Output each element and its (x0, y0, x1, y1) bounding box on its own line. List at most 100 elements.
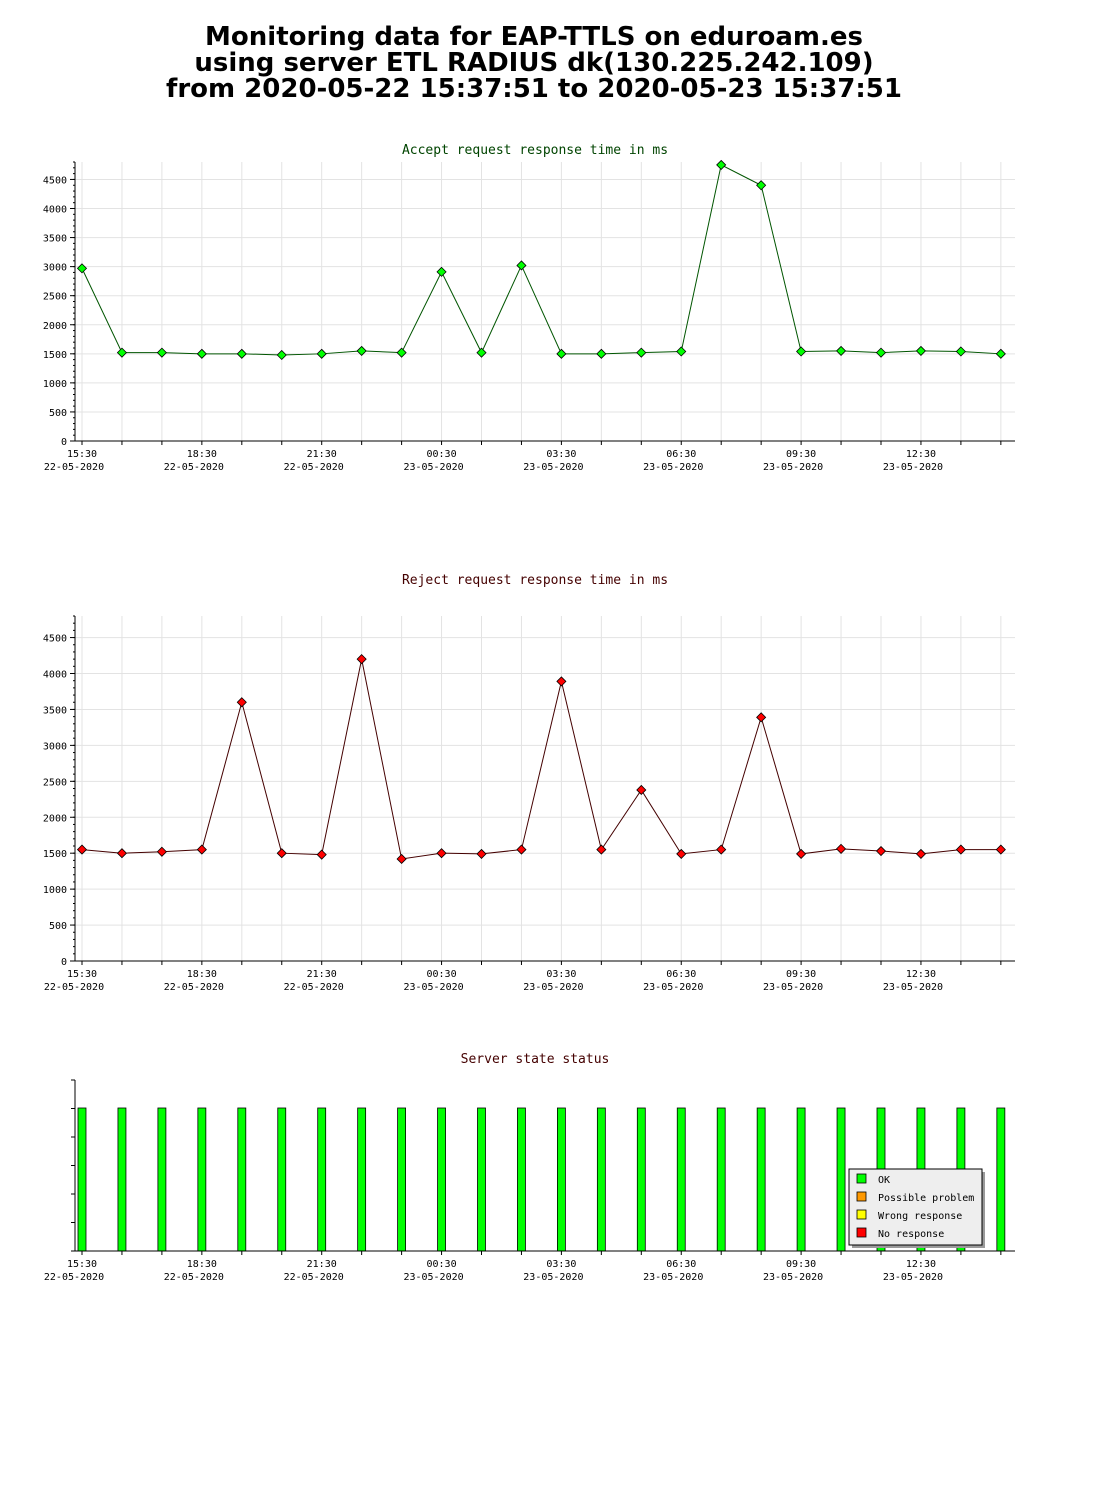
data-point (875, 347, 887, 358)
x-tick-label: 21:30 22-05-2020 (284, 1259, 344, 1283)
x-tick-date: 22-05-2020 (284, 982, 344, 993)
x-tick-time: 00:30 (426, 449, 456, 460)
y-tick-label: 1000 (43, 885, 67, 896)
status-bar (796, 1107, 806, 1252)
x-tick-label: 18:30 22-05-2020 (164, 449, 224, 473)
y-tick-label: 3000 (43, 741, 67, 752)
legend-swatch (856, 1227, 867, 1238)
chart-title: Server state status (461, 1052, 610, 1067)
x-tick-time: 09:30 (786, 449, 816, 460)
legend: OK Possible problem Wrong response No respo… (848, 1168, 985, 1248)
x-tick-time: 15:30 (67, 1259, 97, 1270)
status-bar (157, 1107, 167, 1252)
x-tick-time: 03:30 (546, 1259, 576, 1270)
x-tick-date: 22-05-2020 (44, 982, 104, 993)
x-tick-time: 15:30 (67, 449, 97, 460)
data-point (316, 348, 327, 359)
x-tick-time: 00:30 (426, 969, 456, 980)
x-tick-date: 23-05-2020 (883, 982, 943, 993)
data-point (276, 349, 287, 361)
x-tick-label: 21:30 22-05-2020 (284, 449, 344, 473)
title-line-3: from 2020-05-22 15:37:51 to 2020-05-23 1… (166, 74, 902, 104)
y-tick-label: 3000 (43, 263, 67, 274)
legend-item: OK (856, 1173, 890, 1186)
data-point (356, 345, 367, 356)
data-point (596, 348, 607, 359)
x-tick-time: 09:30 (786, 969, 816, 980)
page-title: Monitoring data for EAP-TTLS on eduroam.… (0, 24, 1068, 102)
x-tick-label: 21:30 22-05-2020 (284, 969, 344, 993)
x-tick-date: 23-05-2020 (523, 1272, 583, 1283)
y-tick-label: 3500 (43, 234, 67, 245)
status-bar (836, 1107, 846, 1252)
x-tick-time: 12:30 (906, 449, 936, 460)
data-point (716, 159, 727, 170)
x-tick-label: 15:30 22-05-2020 (44, 1259, 104, 1283)
data-point (516, 260, 527, 271)
x-tick-time: 21:30 (307, 969, 337, 980)
x-tick-date: 22-05-2020 (44, 1272, 104, 1283)
x-tick-label: 09:30 23-05-2020 (763, 969, 823, 993)
data-point (156, 846, 167, 857)
data-point (356, 654, 367, 665)
x-tick-label: 12:30 23-05-2020 (883, 1259, 943, 1283)
data-point (955, 844, 966, 855)
data-point (76, 844, 88, 855)
chart-title: Reject request response time in ms (402, 573, 668, 588)
title-line-2: using server ETL RADIUS dk(130.225.242.1… (194, 48, 874, 78)
x-tick-date: 23-05-2020 (523, 462, 583, 473)
x-tick-time: 12:30 (906, 969, 936, 980)
data-point (436, 848, 447, 859)
x-tick-label: 06:30 23-05-2020 (643, 449, 703, 473)
y-tick-label: 4500 (43, 175, 67, 186)
x-tick-time: 06:30 (666, 1259, 696, 1270)
x-tick-label: 03:30 23-05-2020 (523, 1259, 583, 1283)
data-point (716, 844, 727, 855)
status-bar (357, 1107, 367, 1252)
legend-box (848, 1168, 983, 1246)
y-tick-label: 4000 (43, 205, 67, 216)
legend-label: Wrong response (878, 1211, 962, 1222)
data-point (156, 347, 167, 358)
x-tick-date: 22-05-2020 (164, 1272, 224, 1283)
x-tick-time: 12:30 (906, 1259, 936, 1270)
chart-title: Accept request response time in ms (402, 143, 668, 158)
data-point (276, 848, 287, 859)
x-tick-time: 09:30 (786, 1259, 816, 1270)
data-point (476, 848, 487, 859)
data-point (796, 346, 807, 357)
x-tick-date: 23-05-2020 (403, 982, 463, 993)
y-tick-label: 500 (49, 408, 67, 419)
x-tick-date: 23-05-2020 (643, 1272, 703, 1283)
y-tick-label: 4500 (43, 634, 67, 645)
data-point (516, 844, 527, 855)
x-tick-label: 00:30 23-05-2020 (403, 449, 463, 473)
x-tick-date: 23-05-2020 (763, 1272, 823, 1283)
data-point (76, 263, 88, 274)
legend-label: Possible problem (878, 1193, 974, 1204)
x-tick-date: 22-05-2020 (284, 1272, 344, 1283)
legend-swatch (856, 1191, 867, 1202)
x-tick-date: 22-05-2020 (284, 462, 344, 473)
x-tick-date: 22-05-2020 (44, 462, 104, 473)
data-point (995, 348, 1006, 359)
series-line (81, 659, 1001, 860)
y-tick-label: 1500 (43, 350, 67, 361)
x-tick-label: 12:30 23-05-2020 (883, 449, 943, 473)
x-tick-time: 18:30 (187, 969, 217, 980)
status-bar (197, 1107, 207, 1252)
data-point (756, 712, 767, 723)
x-tick-label: 09:30 23-05-2020 (763, 449, 823, 473)
x-tick-label: 03:30 23-05-2020 (523, 969, 583, 993)
data-point (196, 844, 207, 855)
status-bar (557, 1107, 566, 1252)
x-tick-time: 00:30 (426, 1259, 456, 1270)
data-point (636, 784, 647, 796)
x-tick-date: 23-05-2020 (403, 1272, 463, 1283)
x-tick-date: 23-05-2020 (883, 462, 943, 473)
x-tick-date: 23-05-2020 (643, 982, 703, 993)
status-bar (676, 1107, 686, 1252)
data-point (636, 347, 647, 358)
x-tick-time: 21:30 (307, 449, 337, 460)
